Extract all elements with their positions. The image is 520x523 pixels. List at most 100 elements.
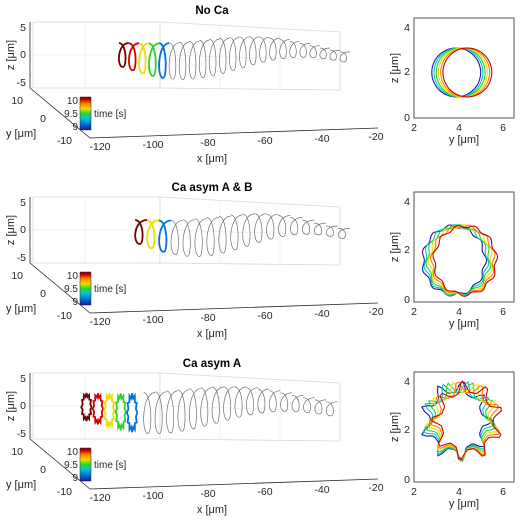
y-tick-label: -10 [57, 135, 72, 147]
helix-turn [278, 215, 291, 237]
y-tick-label: 0 [404, 474, 410, 486]
y-tick-label: 4 [404, 196, 410, 208]
z-tick-label: 0 [20, 400, 26, 412]
x-tick-label: 6 [500, 306, 506, 318]
x-tick-label: -20 [368, 131, 383, 143]
cross-section-curve [431, 47, 482, 98]
cross-section-curve [442, 47, 493, 98]
y-ticks: 10 0 -10 [11, 446, 72, 498]
x-tick-label: -80 [200, 488, 215, 500]
colorbar: 10 9.5 9 time [s] [64, 447, 126, 484]
x-axis-label: y [μm] [449, 318, 479, 330]
helix-turn [337, 228, 351, 239]
helix-turn [246, 387, 258, 416]
x-axis-label: y [μm] [449, 134, 479, 146]
x-tick-label: -80 [200, 137, 215, 149]
z-ticks: 5 0 -5 [17, 197, 27, 264]
chart-title: No Ca [195, 5, 229, 17]
z-axis-label: z [μm] [5, 40, 17, 70]
helix-colored-turn [134, 219, 148, 245]
helix-turn [266, 213, 279, 240]
helix-colored-turn [146, 219, 160, 250]
colorbar-tick: 9 [72, 473, 78, 484]
helix-turn [329, 49, 341, 61]
helix-turn [269, 37, 280, 61]
helix-turn [314, 399, 327, 415]
cross-section-curve [437, 47, 488, 98]
colorbar-label: time [s] [94, 284, 126, 295]
cross-section-curve [431, 381, 502, 461]
x-tick-label: -120 [89, 492, 110, 504]
colorbar-tick: 10 [67, 96, 79, 107]
plot-frame [413, 17, 515, 119]
helix-turn [290, 217, 303, 236]
cross-section-curve [425, 224, 492, 296]
z-tick-label: 0 [20, 49, 26, 61]
x-tick-label: 4 [456, 306, 462, 318]
helix-turn [229, 36, 240, 72]
x-tick-label: -60 [257, 135, 272, 147]
x-tick-label: 6 [500, 122, 506, 134]
y-axis-label: z [μm] [389, 412, 401, 442]
z-tick-label: -5 [17, 428, 26, 440]
helix-turn [178, 41, 190, 80]
helix-turn [313, 222, 327, 236]
grid-3d [33, 197, 341, 264]
x-tick-label: 2 [411, 122, 417, 134]
helix-turn [259, 36, 270, 63]
y-axis-label: z [μm] [389, 53, 401, 83]
helix-turn [291, 394, 304, 413]
x-tick-label: -120 [89, 141, 110, 153]
y-tick-label: -10 [57, 486, 72, 498]
y-axis-label: y [μm] [6, 303, 36, 315]
helix-turn [279, 39, 290, 59]
helix-turn [299, 43, 310, 58]
x-tick-label: 4 [456, 122, 462, 134]
colorbar: 10 9.5 9 time [s] [64, 96, 126, 133]
y-tick-label: 10 [11, 446, 23, 458]
x-axis-label: x [μm] [197, 328, 227, 340]
helix-group [134, 213, 351, 257]
y-tick-label: 0 [40, 113, 46, 125]
chart-title: Ca asym A [183, 358, 241, 370]
y-tick-label: 10 [11, 270, 23, 282]
helix-turn [239, 36, 250, 69]
y-ticks: 10 0 -10 [11, 95, 72, 147]
helix-turn [289, 40, 300, 59]
helix-turn [325, 225, 339, 237]
z-axis-label: z [μm] [5, 215, 17, 245]
helix-turn [230, 214, 243, 251]
y-axis-label: y [μm] [6, 128, 36, 140]
helix-turn [223, 386, 235, 421]
x-tick-label: 4 [456, 486, 462, 498]
colorbar-gradient [79, 271, 92, 306]
colorbar-tick: 9 [72, 122, 78, 133]
helix-turn [280, 392, 292, 412]
helix-turn [188, 40, 200, 80]
helix-turn [302, 219, 315, 235]
x-axis-label: x [μm] [197, 153, 227, 165]
x-tick-label: -40 [314, 308, 329, 320]
curves [420, 380, 502, 463]
helix-turn [254, 213, 267, 243]
z-ticks: 5 0 -5 [17, 22, 27, 89]
y-tick-label: 4 [404, 376, 410, 388]
x-axis-label: y [μm] [449, 498, 479, 510]
helix-turn [309, 45, 320, 59]
helix-turn [177, 389, 190, 432]
helix-turn [166, 390, 178, 434]
plot-frame [413, 371, 515, 483]
colorbar-tick: 10 [67, 271, 79, 282]
helix-turn [200, 387, 213, 427]
x-tick-label: 6 [500, 486, 506, 498]
cross-section-curve [432, 225, 499, 297]
cross-section-curve [423, 224, 490, 297]
y-tick-label: 4 [404, 22, 410, 34]
x-tick-label: -40 [314, 133, 329, 145]
colorbar-tick: 9.5 [64, 284, 78, 295]
helix-colored-turn [148, 42, 160, 77]
plot-frame [413, 191, 515, 303]
helix-group [80, 386, 338, 434]
y-tick-label: 2 [404, 424, 410, 436]
